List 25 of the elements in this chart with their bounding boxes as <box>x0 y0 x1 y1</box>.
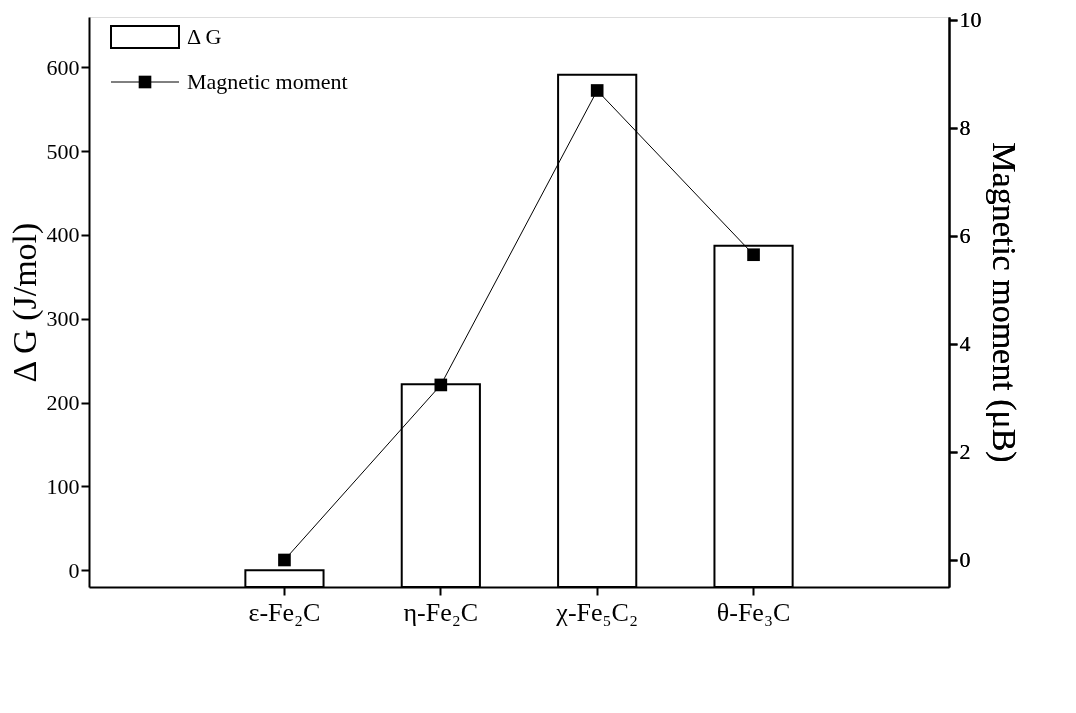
y2-tick-label: 10 <box>959 7 982 33</box>
y2-tick-label: 0 <box>959 547 971 573</box>
y-tick-label: 300 <box>46 306 80 332</box>
y-axis-title: Δ G (J/mol) <box>5 222 44 383</box>
y2-tick-label: 2 <box>959 439 971 465</box>
y2-tick-label: 4 <box>959 331 971 357</box>
x-tick-label: η-Fe₂C <box>403 597 479 627</box>
x-tick-label: ε-Fe₂C <box>248 597 321 627</box>
point <box>434 378 448 392</box>
legend-label: Δ G <box>187 24 222 49</box>
y2-tick-label: 6 <box>959 223 971 249</box>
y-tick-label: 600 <box>46 54 80 80</box>
y2-tick-label: 8 <box>959 115 971 141</box>
x-tick-label: θ-Fe₃C <box>716 597 791 627</box>
y-tick-label: 200 <box>46 390 80 416</box>
legend-label: Magnetic moment <box>187 69 348 94</box>
y2-axis-title: Magnetic moment (μB) <box>984 142 1023 463</box>
y-tick-label: 500 <box>46 138 80 164</box>
point <box>278 553 291 567</box>
x-tick-label: χ-Fe₅C₂ <box>555 597 639 627</box>
y-tick-label: 400 <box>46 222 80 248</box>
y-tick-label: 0 <box>68 557 80 583</box>
point <box>747 248 760 262</box>
point <box>590 84 604 97</box>
y-tick-label: 100 <box>46 473 80 499</box>
